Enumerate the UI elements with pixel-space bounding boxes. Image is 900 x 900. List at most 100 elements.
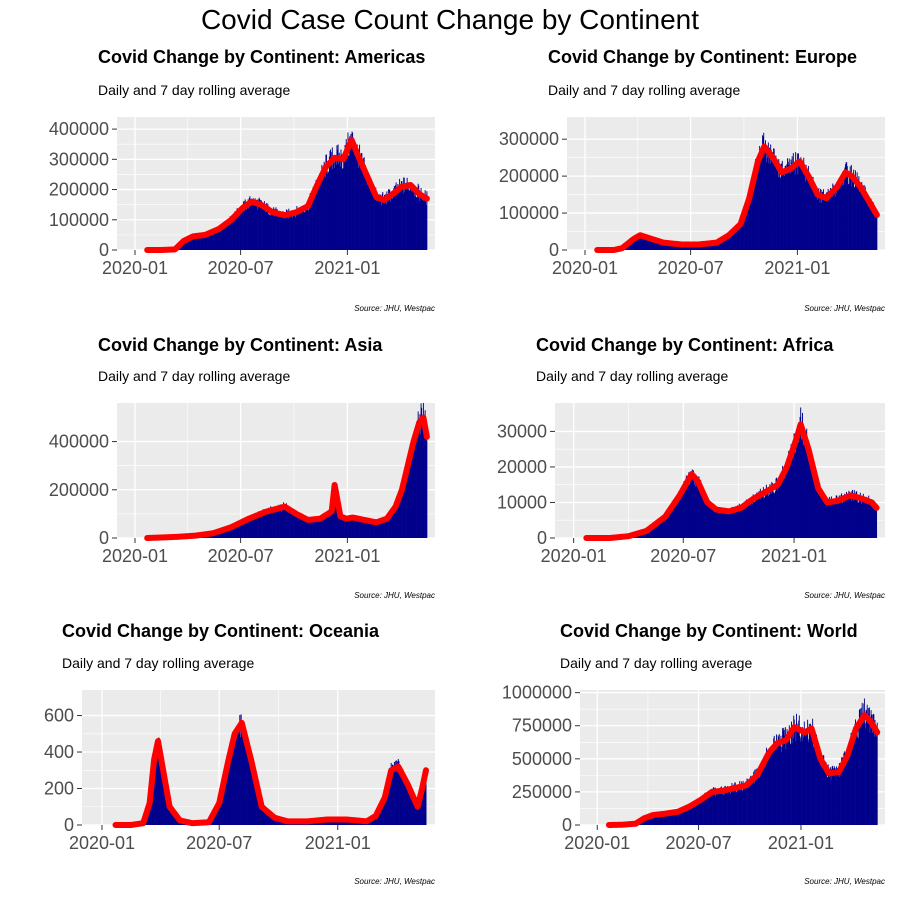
daily-bar	[807, 165, 809, 250]
daily-bar	[424, 195, 426, 250]
daily-bar	[764, 147, 766, 250]
daily-bar	[271, 510, 273, 538]
daily-bar	[809, 729, 811, 825]
daily-bar	[220, 530, 222, 538]
daily-bar	[662, 515, 664, 538]
daily-bar	[867, 205, 869, 250]
daily-bar	[738, 789, 740, 825]
daily-bar	[306, 202, 308, 250]
daily-bar	[726, 512, 728, 538]
daily-bar	[693, 803, 695, 825]
daily-bar	[156, 757, 158, 825]
daily-bar	[386, 786, 388, 825]
daily-bar	[304, 212, 306, 250]
daily-bar	[682, 490, 684, 538]
daily-bar	[309, 517, 311, 538]
daily-bar	[228, 767, 230, 825]
y-tick-label: 0	[99, 240, 109, 260]
daily-bar	[832, 765, 834, 825]
daily-bar	[654, 238, 656, 250]
x-tick-label: 2020-01	[564, 833, 630, 853]
daily-bar	[248, 516, 250, 538]
daily-bar	[846, 162, 848, 250]
daily-bar	[271, 816, 273, 825]
daily-bar	[673, 813, 675, 825]
daily-bar	[696, 798, 698, 825]
daily-bar	[752, 494, 754, 538]
daily-bar	[665, 811, 667, 825]
daily-bar	[404, 774, 406, 825]
y-tick-label: 0	[99, 528, 109, 548]
daily-bar	[389, 512, 391, 538]
daily-bar	[822, 766, 824, 825]
daily-bar	[691, 802, 693, 825]
daily-bar	[185, 238, 187, 250]
daily-bar	[403, 783, 405, 825]
daily-bar	[676, 811, 678, 825]
daily-bar	[817, 189, 819, 250]
daily-bar	[646, 816, 648, 825]
daily-bar	[773, 738, 775, 825]
daily-bar	[684, 483, 686, 538]
daily-bar	[729, 793, 731, 825]
daily-bar	[788, 158, 790, 250]
daily-bar	[169, 804, 171, 825]
daily-bar	[328, 156, 330, 250]
daily-bar	[774, 492, 776, 538]
daily-bar	[671, 811, 673, 825]
daily-bar	[409, 789, 411, 825]
daily-bar	[410, 449, 412, 538]
daily-bar	[796, 432, 798, 538]
daily-bar	[255, 779, 257, 825]
daily-bar	[354, 515, 356, 538]
daily-bar	[375, 814, 377, 825]
daily-bar	[319, 520, 320, 538]
daily-bar	[381, 801, 383, 825]
daily-bar	[876, 217, 878, 250]
daily-bar	[674, 504, 676, 538]
daily-bar	[204, 235, 206, 250]
daily-bar	[861, 189, 863, 250]
daily-bar	[707, 797, 708, 825]
y-tick-label: 0	[537, 528, 547, 548]
daily-bar	[403, 477, 405, 538]
daily-bar	[728, 510, 730, 538]
chart-title: Covid Change by Continent: Asia	[98, 335, 383, 355]
daily-bar	[872, 202, 874, 250]
daily-bar	[679, 811, 681, 825]
daily-bar	[859, 492, 861, 538]
daily-bar	[156, 748, 158, 825]
daily-bar	[310, 521, 312, 538]
daily-bar	[868, 495, 870, 538]
x-tick-label: 2021-01	[314, 546, 380, 566]
daily-bar	[400, 491, 402, 538]
daily-bar	[646, 531, 648, 538]
daily-bar	[258, 512, 260, 538]
daily-bar	[814, 749, 816, 825]
daily-bar	[261, 204, 263, 250]
daily-bars	[614, 132, 878, 250]
daily-bar	[676, 494, 678, 538]
daily-bar	[759, 770, 761, 825]
daily-bar	[209, 234, 211, 250]
daily-bar	[860, 496, 862, 538]
daily-bar	[426, 436, 428, 538]
daily-bar	[346, 519, 348, 538]
daily-bar	[402, 487, 404, 538]
daily-bar	[297, 210, 298, 250]
daily-bar	[676, 499, 678, 538]
daily-bar	[318, 180, 320, 250]
daily-bar	[691, 477, 693, 538]
daily-bar	[779, 480, 781, 538]
daily-bar	[655, 815, 657, 825]
daily-bar	[396, 188, 398, 250]
daily-bar	[342, 517, 344, 538]
daily-bar	[854, 494, 856, 538]
daily-bar	[648, 529, 650, 538]
daily-bar	[817, 191, 819, 250]
daily-bar	[644, 236, 646, 250]
daily-bar	[636, 235, 638, 250]
daily-bar	[796, 161, 798, 250]
daily-bar	[866, 704, 868, 825]
